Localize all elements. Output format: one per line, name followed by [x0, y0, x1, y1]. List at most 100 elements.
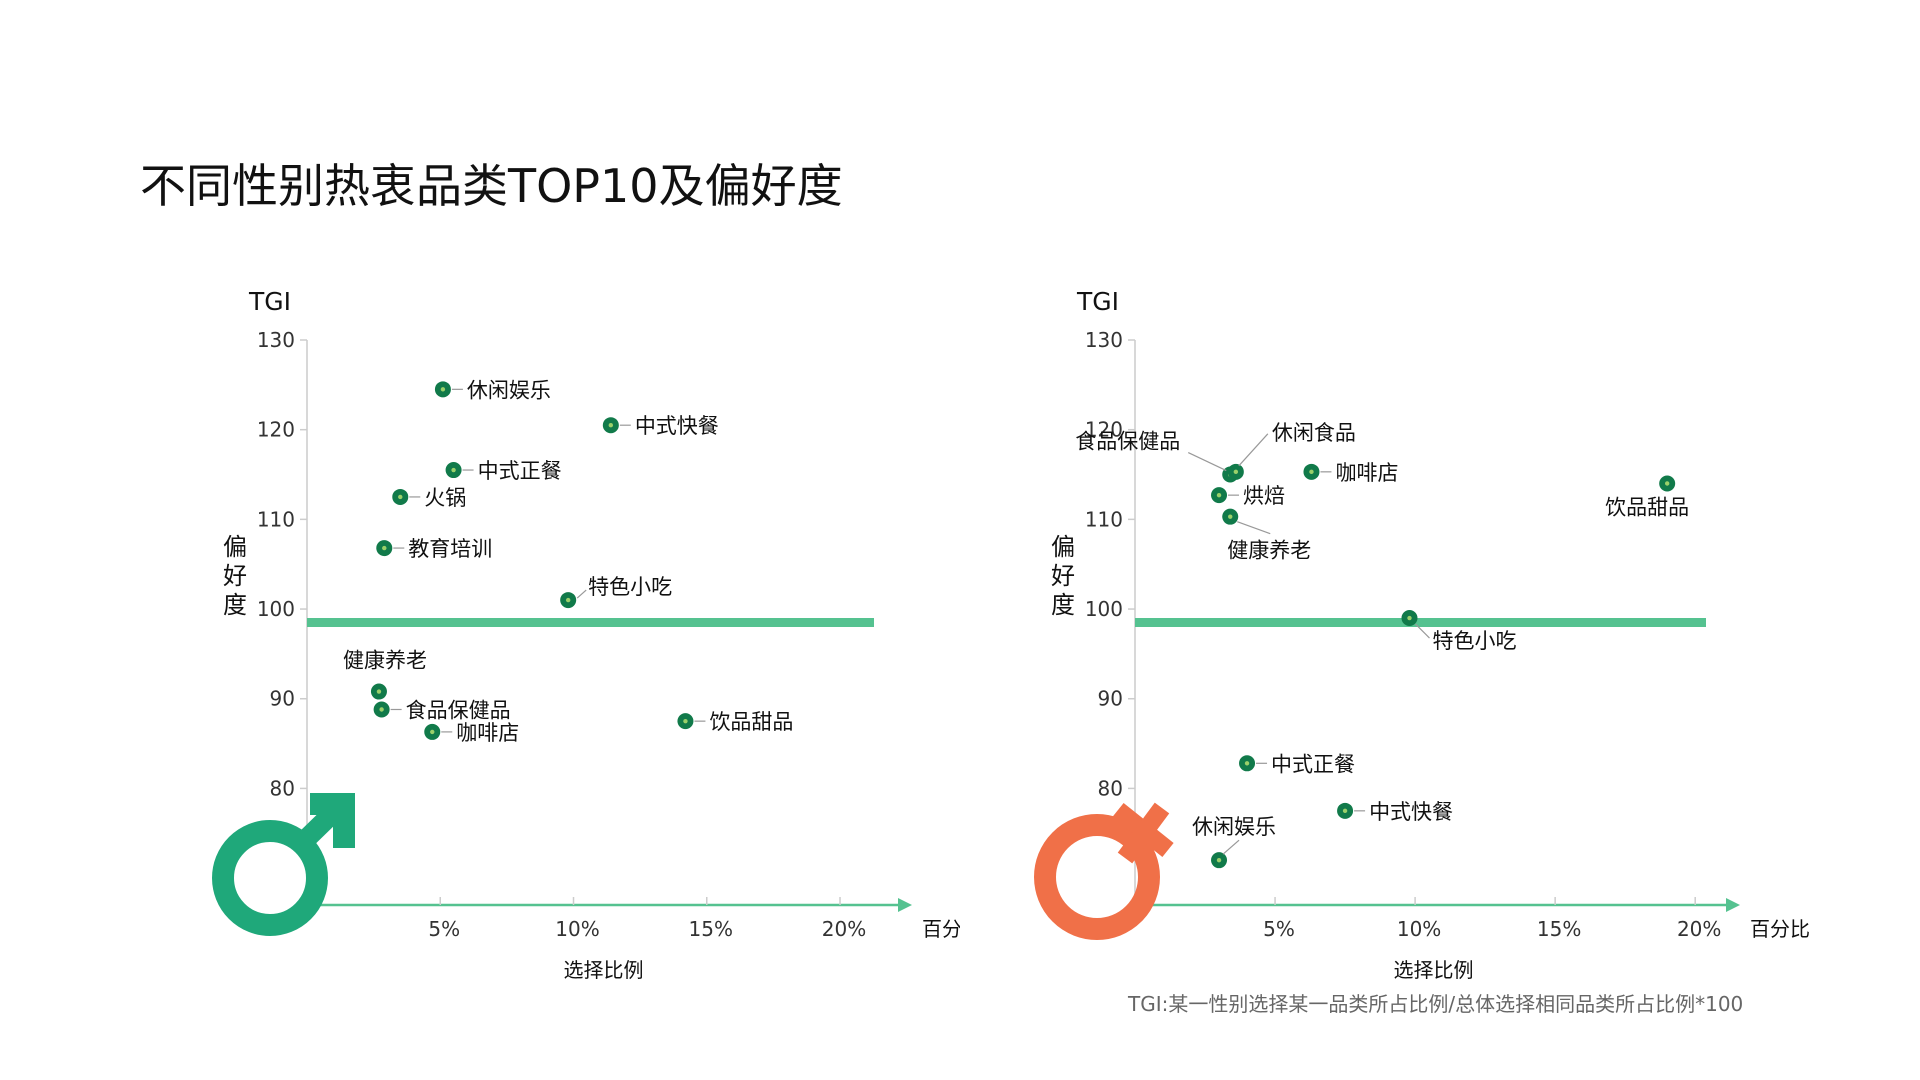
data-point-group: 休闲娱乐 — [434, 378, 551, 402]
data-point-group: 中式快餐 — [602, 414, 719, 438]
data-point-center — [1233, 469, 1239, 475]
data-point-label: 咖啡店 — [456, 721, 519, 745]
data-point-label: 食品保健品 — [406, 698, 511, 722]
female-symbol-icon — [1034, 802, 1174, 940]
data-point-label: 休闲娱乐 — [1192, 815, 1276, 839]
x-tick-label: 15% — [689, 917, 733, 941]
data-point-group: 特色小吃 — [1401, 610, 1516, 653]
x-tick-label: 5% — [1263, 917, 1295, 941]
label-leader-line — [1187, 451, 1227, 472]
y-axis-title: TGI — [248, 287, 291, 316]
x-axis-title: 选择比例 — [564, 958, 644, 982]
x-axis-arrow-icon — [898, 898, 912, 912]
y-tick-label: 110 — [257, 507, 295, 531]
label-leader-line — [1415, 623, 1430, 639]
x-axis-unit: 百分比 — [1750, 917, 1810, 941]
data-point-label: 食品保健品 — [1075, 430, 1180, 454]
y-tick-label: 130 — [257, 328, 295, 352]
data-point-group: 火锅 — [392, 486, 466, 510]
data-point-center — [451, 467, 456, 473]
data-point-group: 食品保健品 — [1075, 430, 1239, 483]
y-tick-label: 80 — [270, 776, 295, 800]
y-axis-side-label: 偏好度 — [1051, 533, 1075, 619]
data-point-center — [565, 597, 571, 603]
page-title: 不同性别热衷品类TOP10及偏好度 — [140, 159, 843, 213]
data-point-group: 健康养老 — [343, 649, 427, 700]
data-point-label: 中式正餐 — [478, 459, 562, 483]
y-tick-label: 110 — [1085, 507, 1123, 531]
male-chart: 130 120 110 100 90 80 TGI 偏好度 5% 10% 15% 20% 百分比选择比例… — [212, 287, 960, 982]
y-tick-label: 80 — [1098, 776, 1123, 800]
x-axis-arrow-icon — [1726, 898, 1740, 912]
data-point-label: 教育培训 — [408, 537, 492, 561]
label-leader-line — [1237, 521, 1271, 535]
data-point-group: 中式快餐 — [1337, 800, 1453, 824]
y-tick-label: 90 — [270, 687, 295, 711]
data-point-label: 健康养老 — [343, 649, 427, 673]
y-tick-label: 100 — [257, 597, 295, 621]
data-point-label: 中式快餐 — [635, 414, 719, 438]
data-point-center — [379, 707, 384, 712]
data-point-center — [1216, 857, 1222, 863]
data-point-center — [1407, 615, 1412, 621]
y-axis-title: TGI — [1076, 287, 1119, 316]
data-point-label: 休闲食品 — [1272, 421, 1356, 445]
data-point-label: 休闲娱乐 — [467, 378, 551, 402]
data-point-center — [430, 729, 435, 735]
y-tick-label: 90 — [1098, 687, 1123, 711]
x-tick-label: 10% — [555, 917, 599, 941]
data-point-center — [1244, 761, 1250, 766]
data-point-group: 咖啡店 — [424, 721, 519, 745]
data-point-label: 饮品甜品 — [1605, 495, 1689, 519]
x-tick-label: 5% — [428, 917, 460, 941]
data-point-center — [398, 494, 403, 500]
data-point-group: 饮品甜品 — [1605, 475, 1689, 519]
data-point-center — [1664, 481, 1670, 486]
data-point-group: 饮品甜品 — [677, 710, 793, 734]
data-point-group: 教育培训 — [376, 537, 492, 561]
data-point-label: 饮品甜品 — [709, 710, 793, 734]
data-point-center — [608, 422, 614, 428]
data-point-label: 中式正餐 — [1271, 752, 1355, 776]
data-point-group: 食品保健品 — [373, 698, 511, 722]
data-point-center — [1309, 469, 1314, 475]
data-point-label: 特色小吃 — [588, 575, 672, 599]
y-tick-label: 120 — [1085, 418, 1123, 442]
data-point-label: 咖啡店 — [1335, 461, 1398, 485]
x-tick-label: 20% — [1677, 917, 1721, 941]
data-point-label: 特色小吃 — [1432, 629, 1516, 653]
x-tick-label: 20% — [822, 917, 866, 941]
data-point-center — [1216, 492, 1222, 498]
y-axis-side-label: 偏好度 — [223, 533, 247, 619]
label-leader-line — [576, 589, 587, 599]
data-point-center — [376, 689, 382, 694]
data-point-center — [382, 545, 387, 551]
data-point-label: 中式快餐 — [1369, 800, 1453, 824]
data-point-group: 烘焙 — [1211, 484, 1285, 508]
label-leader-line — [1222, 839, 1240, 855]
data-point-group: 中式正餐 — [445, 459, 562, 483]
data-point-center — [1342, 808, 1348, 814]
y-tick-label: 120 — [257, 418, 295, 442]
data-point-label: 火锅 — [424, 486, 466, 510]
male-symbol-icon — [212, 793, 355, 936]
x-tick-label: 15% — [1537, 917, 1581, 941]
data-point-label: 健康养老 — [1227, 539, 1311, 563]
label-leader-line — [1238, 433, 1269, 467]
data-point-group: 中式正餐 — [1239, 752, 1355, 776]
data-point-group: 休闲食品 — [1227, 421, 1356, 480]
data-point-center — [683, 718, 688, 724]
data-point-group: 特色小吃 — [560, 575, 672, 609]
x-axis-unit: 百分比 — [922, 917, 960, 941]
data-point-center — [1228, 514, 1233, 519]
x-axis-title: 选择比例 — [1394, 958, 1474, 982]
data-point-center — [440, 387, 446, 392]
data-point-label: 烘焙 — [1243, 484, 1285, 508]
y-tick-label: 130 — [1085, 328, 1123, 352]
y-tick-label: 100 — [1085, 597, 1123, 621]
data-point-group: 健康养老 — [1222, 508, 1311, 563]
data-point-group: 休闲娱乐 — [1192, 815, 1276, 869]
footnote: TGI:某一性别选择某一品类所占比例/总体选择相同品类所占比例*100 — [1128, 992, 1744, 1016]
x-tick-label: 10% — [1397, 917, 1441, 941]
